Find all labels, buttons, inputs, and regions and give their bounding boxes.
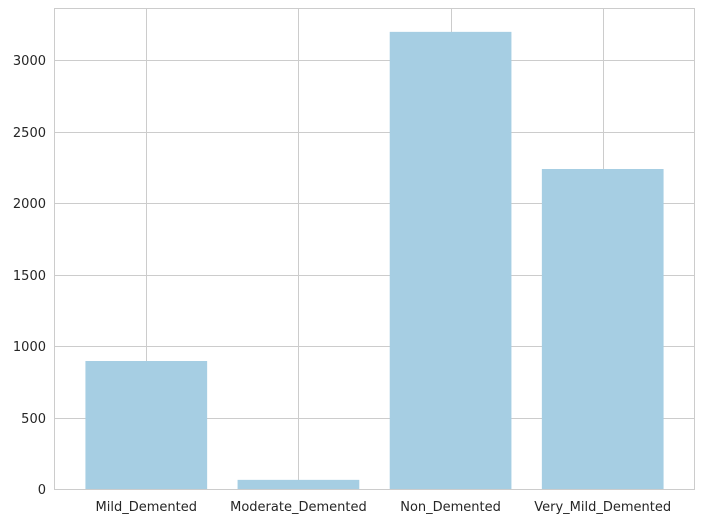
bar-non-demented [389, 31, 512, 489]
y-tick-label: 0 [38, 483, 46, 498]
bar-layer [85, 31, 664, 489]
x-axis-ticks: Mild_Demented Moderate_Demented Non_Dement… [96, 500, 672, 515]
y-tick-label: 1500 [13, 269, 46, 284]
bar-very-mild-demented [541, 169, 664, 489]
x-tick-label: Mild_Demented [96, 500, 197, 515]
y-axis-ticks: 0 500 1000 1500 2000 2500 3000 [13, 54, 46, 498]
plot-frame [54, 8, 695, 490]
y-tick-label: 1000 [13, 340, 46, 355]
y-tick-label: 2000 [13, 197, 46, 212]
y-tick-label: 2500 [13, 126, 46, 141]
y-tick-label: 500 [21, 412, 46, 427]
x-tick-label: Moderate_Demented [230, 500, 367, 515]
x-tick-label: Very_Mild_Demented [534, 500, 671, 515]
y-tick-label: 3000 [13, 54, 46, 69]
bar-mild-demented [85, 361, 208, 489]
x-tick-label: Non_Demented [400, 500, 501, 515]
bar-moderate-demented [237, 479, 360, 489]
